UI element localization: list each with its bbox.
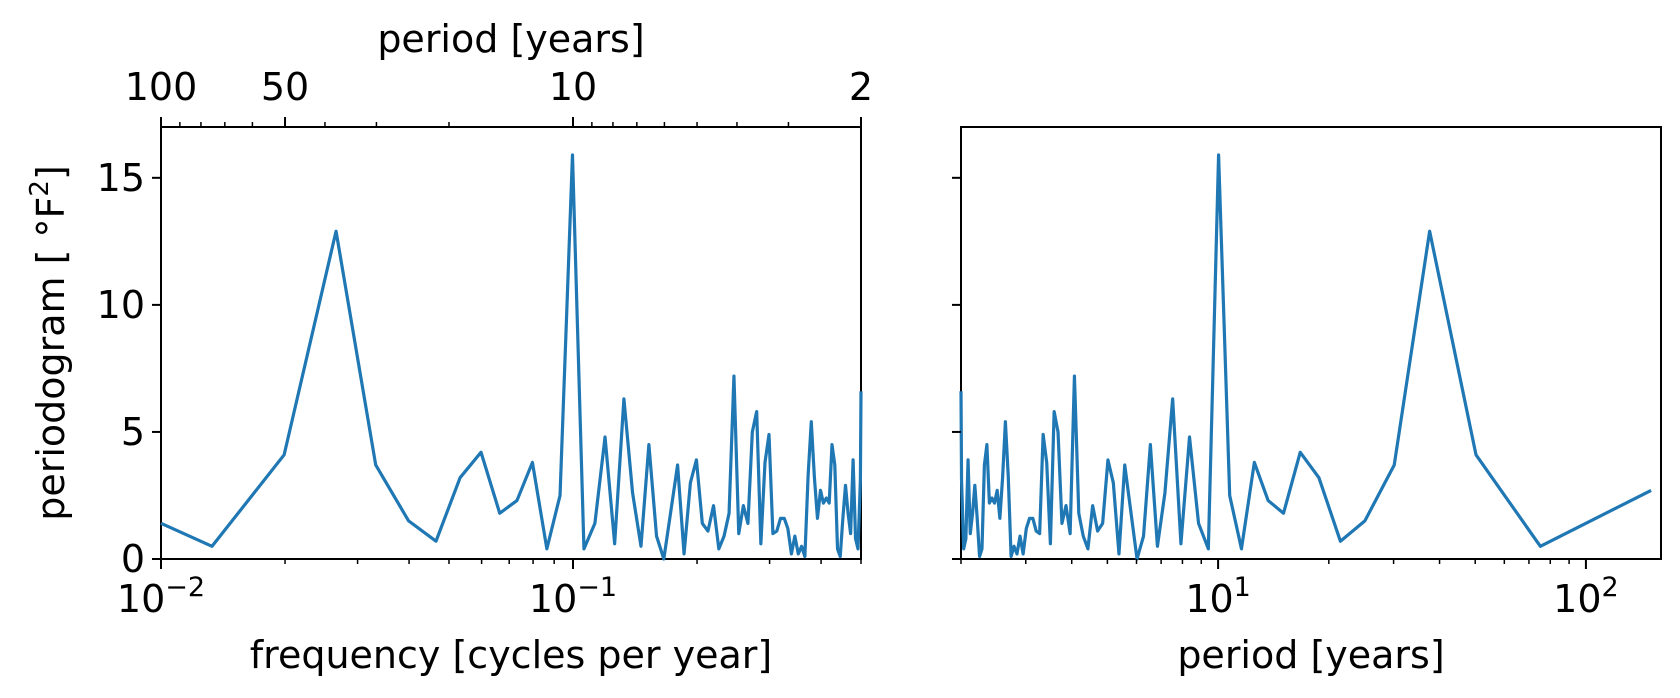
top-tick-label: 10 xyxy=(549,65,597,109)
y-tick-label: 10 xyxy=(97,283,145,327)
y-axis-label-close: ] xyxy=(29,165,73,180)
y-tick-label: 15 xyxy=(97,156,145,200)
left-y-ticks: 0 5 10 15 xyxy=(97,156,161,581)
right-series-line xyxy=(959,153,1652,561)
y-axis-label: periodogram [ °F2] xyxy=(25,165,73,521)
right-x-ticks: 101 102 xyxy=(960,559,1619,621)
x-tick-label: 10−2 xyxy=(117,572,205,621)
top-axis-label: period [years] xyxy=(377,17,644,61)
top-tick-label: 100 xyxy=(125,65,198,109)
right-x-tick-label: 101 xyxy=(1185,572,1251,621)
top-tick-label: 2 xyxy=(849,65,873,109)
right-panel: 101 102 period [years] xyxy=(952,126,1662,677)
right-x-axis-label: period [years] xyxy=(1177,633,1444,677)
y-axis-label-main: periodogram [ °F xyxy=(29,197,73,521)
y-tick-label: 0 xyxy=(121,537,145,581)
left-series-line xyxy=(160,153,863,561)
left-plot-area xyxy=(160,126,862,560)
left-panel: 10−2 10−1 0 5 10 15 100 50 10 2 frequency [cycl… xyxy=(25,17,873,677)
y-axis-label-sup: 2 xyxy=(25,180,55,197)
right-y-ticks xyxy=(952,176,961,560)
right-x-tick-label: 102 xyxy=(1553,572,1619,621)
left-x-axis-label: frequency [cycles per year] xyxy=(250,633,772,677)
x-tick-label: 10−1 xyxy=(529,572,617,621)
y-tick-label: 5 xyxy=(121,410,145,454)
top-tick-label: 50 xyxy=(261,65,309,109)
left-x-ticks: 10−2 10−1 xyxy=(117,559,862,621)
right-plot-area xyxy=(960,126,1662,560)
top-secondary-ticks: 100 50 10 2 xyxy=(125,65,873,127)
